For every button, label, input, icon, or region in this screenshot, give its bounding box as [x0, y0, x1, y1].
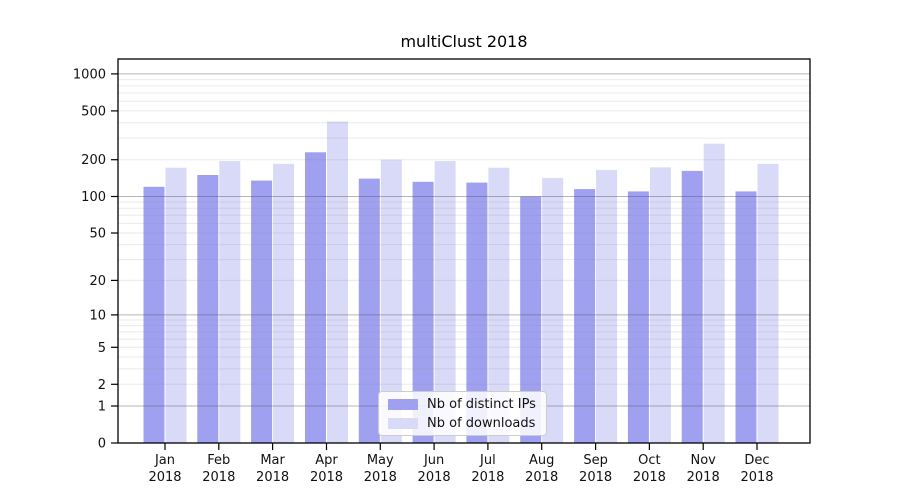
legend: Nb of distinct IPs Nb of downloads	[378, 391, 547, 436]
x-tick-label-month: Jan	[154, 453, 175, 468]
x-tick-label-month: Aug	[529, 453, 554, 468]
legend-swatch-downloads	[388, 417, 418, 429]
bar-nb-of-distinct-ips-apr-2018	[305, 152, 326, 444]
x-tick-label-year: 2018	[310, 470, 343, 485]
gridlines	[118, 73, 810, 407]
x-tick-label-month: Mar	[260, 453, 285, 468]
x-tick-label-year: 2018	[579, 470, 612, 485]
x-tick-label-year: 2018	[471, 470, 504, 485]
chart-title: multiClust 2018	[400, 32, 528, 51]
x-tick-label-month: May	[367, 453, 394, 468]
bar-nb-of-downloads-feb-2018	[219, 161, 241, 443]
x-tick-label-year: 2018	[525, 470, 558, 485]
bar-nb-of-distinct-ips-may-2018	[358, 178, 380, 443]
legend-item-distinct-ips: Nb of distinct IPs	[388, 396, 536, 412]
bar-nb-of-downloads-aug-2018	[542, 177, 564, 443]
bar-nb-of-distinct-ips-oct-2018	[627, 191, 649, 443]
y-axis: 0 1 2 5 10 20 50 100 200 500 1000	[73, 67, 118, 452]
x-axis: Jan 2018 Feb 2018 Mar 2018 Apr 2018 May 2018 Jun 20…	[148, 443, 774, 485]
y-tick-label: 10	[89, 308, 106, 323]
bar-nb-of-downloads-sep-2018	[596, 169, 618, 443]
x-tick-label-year: 2018	[256, 470, 289, 485]
y-tick-label: 2	[98, 378, 106, 393]
x-tick-label-year: 2018	[633, 470, 666, 485]
x-tick-label-month: Oct	[638, 453, 660, 468]
x-tick-label-month: Jul	[479, 453, 496, 468]
bar-nb-of-downloads-apr-2018	[327, 121, 348, 443]
y-tick-label: 500	[81, 104, 106, 119]
bar-nb-of-distinct-ips-jan-2018	[143, 186, 165, 444]
x-tick-label-year: 2018	[740, 470, 773, 485]
x-tick-label-year: 2018	[202, 470, 235, 485]
bar-nb-of-downloads-oct-2018	[649, 167, 671, 443]
legend-label-downloads: Nb of downloads	[427, 415, 536, 431]
x-tick-label-year: 2018	[687, 470, 720, 485]
y-tick-label: 50	[89, 227, 106, 242]
bar-nb-of-distinct-ips-aug-2018	[520, 196, 542, 443]
x-tick-label-month: Sep	[583, 453, 608, 468]
bar-nb-of-distinct-ips-nov-2018	[681, 170, 703, 443]
bar-nb-of-downloads-mar-2018	[273, 163, 295, 444]
bar-nb-of-distinct-ips-jun-2018	[412, 181, 434, 444]
bar-nb-of-downloads-may-2018	[380, 159, 402, 443]
x-tick-label-month: Feb	[207, 453, 230, 468]
legend-swatch-distinct-ips	[388, 398, 418, 410]
x-tick-label-year: 2018	[364, 470, 397, 485]
legend-label-distinct-ips: Nb of distinct IPs	[427, 396, 536, 412]
x-tick-label-month: Jun	[423, 453, 444, 468]
y-tick-label: 200	[81, 153, 106, 168]
y-tick-label: 20	[89, 274, 106, 289]
y-tick-label: 1000	[73, 67, 106, 82]
bar-nb-of-downloads-jan-2018	[165, 167, 187, 443]
bar-nb-of-downloads-dec-2018	[757, 163, 779, 444]
x-tick-label-month: Apr	[315, 453, 338, 468]
y-tick-label: 1	[98, 400, 106, 415]
bar-nb-of-downloads-nov-2018	[703, 143, 725, 443]
y-tick-label: 0	[98, 437, 106, 452]
legend-item-downloads: Nb of downloads	[388, 415, 536, 431]
series-nb-of-downloads	[165, 121, 779, 444]
bar-nb-of-distinct-ips-dec-2018	[735, 191, 757, 443]
series-nb-of-distinct-ips	[143, 152, 757, 444]
bar-nb-of-distinct-ips-feb-2018	[197, 175, 219, 443]
bar-nb-of-downloads-jul-2018	[488, 167, 510, 443]
bar-nb-of-downloads-jun-2018	[434, 161, 456, 443]
bar-nb-of-distinct-ips-jul-2018	[466, 182, 488, 443]
bar-nb-of-distinct-ips-sep-2018	[574, 189, 596, 443]
x-tick-label-year: 2018	[418, 470, 451, 485]
x-tick-label-year: 2018	[148, 470, 181, 485]
y-tick-label: 100	[81, 190, 106, 205]
y-tick-label: 5	[98, 341, 106, 356]
x-tick-label-month: Nov	[691, 453, 717, 468]
bar-nb-of-distinct-ips-mar-2018	[251, 180, 273, 443]
plot-border	[117, 58, 811, 444]
x-tick-label-month: Dec	[744, 453, 769, 468]
